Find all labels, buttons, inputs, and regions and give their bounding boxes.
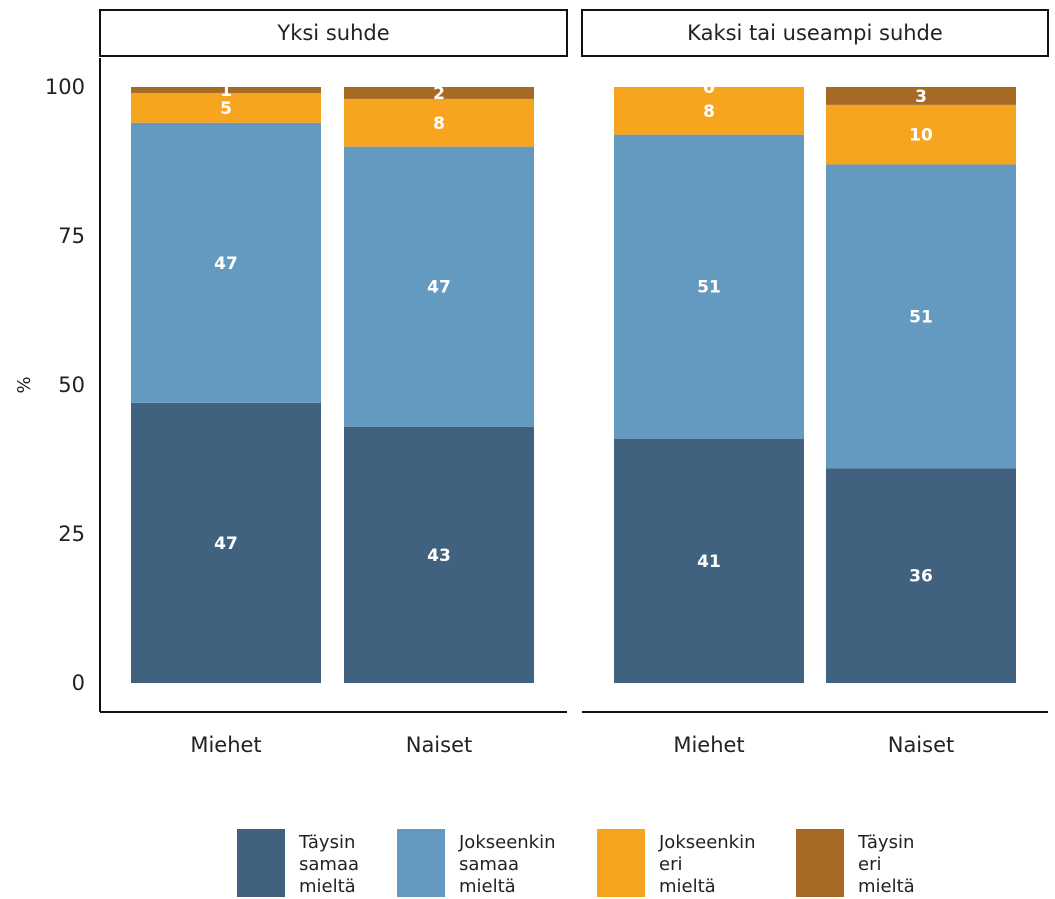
legend-swatch [397, 829, 445, 897]
legend-label: Jokseenkin [458, 832, 556, 853]
y-tick-label: 25 [58, 522, 85, 546]
legend-label: mieltä [299, 876, 356, 897]
bar-segment [344, 146, 534, 427]
legend-swatch [796, 829, 844, 897]
legend-label: Täysin [857, 832, 914, 853]
y-tick-label: 100 [45, 75, 85, 99]
data-label: 5 [220, 99, 232, 119]
legend-label: eri [858, 854, 881, 875]
data-label: 47 [214, 254, 238, 274]
data-label: 2 [433, 84, 445, 104]
legend-label: mieltä [459, 876, 516, 897]
data-label: 8 [433, 114, 445, 134]
data-label: 36 [909, 567, 933, 587]
legend-label: Täysin [298, 832, 355, 853]
data-label: 41 [697, 552, 721, 572]
legend: TäysinsamaamieltäJokseenkinsamaamieltäJo… [237, 829, 915, 897]
bar-segment [826, 468, 1016, 683]
y-tick-label: 75 [58, 224, 85, 248]
bar-segment [131, 92, 321, 123]
data-label: 51 [909, 307, 933, 327]
legend-label: eri [659, 854, 682, 875]
facet-strip [581, 9, 1049, 57]
data-label: 1 [220, 81, 232, 101]
data-label: 47 [427, 278, 451, 298]
bar-segment [826, 164, 1016, 469]
legend-label: Jokseenkin [658, 832, 756, 853]
data-label: 8 [703, 102, 715, 122]
facet-title: Kaksi tai useampi suhde [687, 21, 943, 45]
y-tick-label: 0 [72, 671, 85, 695]
x-tick-label: Naiset [406, 733, 473, 757]
x-tick-label: Naiset [888, 733, 955, 757]
data-label: 3 [915, 87, 927, 107]
legend-label: samaa [299, 854, 359, 875]
bar-segment [131, 122, 321, 403]
legend-label: mieltä [858, 876, 915, 897]
legend-label: samaa [459, 854, 519, 875]
legend-label: mieltä [659, 876, 716, 897]
bar-segment [614, 87, 804, 135]
legend-swatch [237, 829, 285, 897]
data-label: 51 [697, 278, 721, 298]
bar-segment [826, 87, 1016, 105]
facet-strip [99, 9, 568, 57]
legend-swatch [597, 829, 645, 897]
facets: Yksi suhde474751Miehet434782NaisetKaksi … [99, 9, 1049, 757]
bar-segment [614, 134, 804, 439]
y-axis-label: % [14, 376, 35, 393]
bar-segment [344, 98, 534, 147]
y-axis-ticks: 0 25 50 75 100 [45, 75, 85, 695]
y-tick-label: 50 [58, 373, 85, 397]
x-tick-label: Miehet [673, 733, 744, 757]
facet-panel: Yksi suhde 47 47 51 Miehet 43 47 8 2 Naiset [99, 9, 568, 757]
x-tick-label: Miehet [190, 733, 261, 757]
bar-segment [131, 402, 321, 683]
data-label: 43 [427, 546, 451, 566]
bar-segment [614, 438, 804, 683]
bar-segment [131, 87, 321, 93]
bar-segment [826, 104, 1016, 165]
bar-segment [344, 87, 534, 99]
data-label: 47 [214, 534, 238, 554]
bar-segment [344, 426, 534, 683]
data-label: 10 [909, 126, 933, 146]
data-label: 0 [703, 78, 715, 98]
facet-panel: Kaksi tai useampi suhde 41 51 8 0 Miehet 36 51 1… [581, 9, 1049, 757]
facet-title: Yksi suhde [276, 21, 389, 45]
